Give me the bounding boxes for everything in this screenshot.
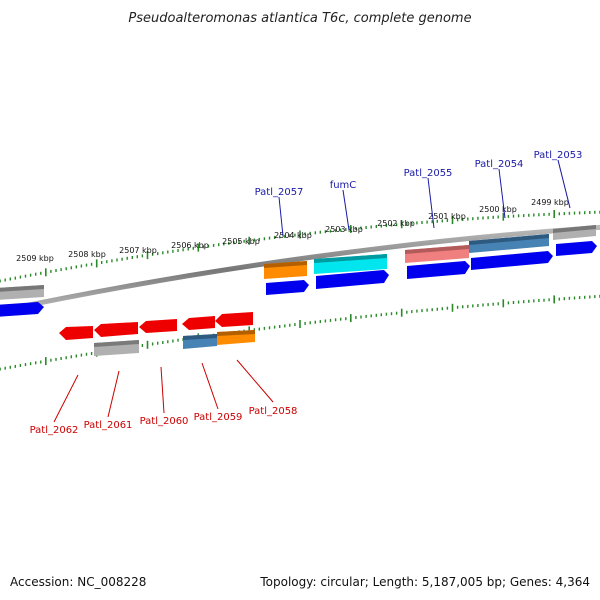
gene-leader-line (557, 159, 571, 209)
gene-leader-line (236, 359, 274, 403)
ruler-label: 2503 kbp (325, 225, 363, 234)
gene-label-patl-2062: Patl_2062 (30, 425, 79, 436)
gene-label-patl-2058: Patl_2058 (249, 406, 298, 417)
feature-block-edge (0, 285, 44, 292)
cds-arrow (139, 319, 177, 333)
cds-arrow (556, 241, 597, 256)
cds-arrow (215, 312, 253, 327)
feature-block-edge (469, 234, 549, 245)
gene-label-patl-2060: Patl_2060 (140, 416, 189, 427)
forward-gene-labels: Patl_2057 fumC Patl_2055 Patl_2054 Patl_… (255, 150, 583, 237)
ruler-label: 2500 kbp (479, 205, 517, 214)
gene-label-patl-2053: Patl_2053 (534, 150, 583, 161)
cds-arrow (59, 326, 93, 340)
cds-arrow (94, 322, 138, 337)
feature-block-edge (264, 261, 307, 268)
ruler-label: 2508 kbp (68, 250, 106, 259)
feature-block-edge (553, 225, 596, 233)
gene-label-fumc: fumC (330, 180, 357, 191)
feature-block-edge (217, 330, 255, 336)
feature-block-edge (405, 245, 469, 254)
ruler-label: 2502 kbp (377, 219, 415, 228)
gene-leader-line (342, 189, 350, 231)
cds-track-reverse (59, 312, 253, 340)
genome-backbone (0, 224, 600, 314)
feature-block-edge (314, 254, 387, 263)
gene-leader-line (278, 196, 284, 237)
feature-block-edge (183, 334, 217, 340)
ruler-labels: 2509 kbp 2508 kbp 2507 kbp 2506 kbp 2505… (16, 198, 569, 263)
ruler-label: 2506 kbp (171, 241, 209, 250)
ruler-label: 2507 kbp (119, 246, 157, 255)
gene-leader-line (201, 362, 219, 410)
gene-leader-line (498, 168, 506, 219)
feature-track-lower (94, 330, 255, 356)
gene-label-patl-2057: Patl_2057 (255, 187, 304, 198)
gene-leader-line (107, 370, 120, 418)
map-title: Pseudoalteromonas atlantica T6c, complet… (128, 11, 471, 26)
reverse-gene-labels: Patl_2062 Patl_2061 Patl_2060 Patl_2059 … (30, 359, 298, 436)
feature-track-upper (0, 225, 596, 300)
gene-label-patl-2061: Patl_2061 (84, 420, 133, 431)
gene-leader-line (160, 366, 165, 414)
gene-label-patl-2054: Patl_2054 (475, 159, 524, 170)
genome-summary-text: Topology: circular; Length: 5,187,005 bp… (259, 575, 590, 589)
ruler-label: 2504 kbp (274, 231, 312, 240)
ruler-label: 2509 kbp (16, 254, 54, 263)
gene-leader-line (427, 177, 435, 229)
ruler-label: 2501 kbp (428, 212, 466, 221)
cds-arrow (182, 316, 215, 330)
cds-arrow (0, 302, 44, 317)
feature-block-edge (94, 340, 139, 347)
cds-arrow (316, 270, 389, 289)
gene-leader-line (53, 374, 79, 423)
cds-arrow (407, 261, 470, 279)
ruler-label: 2505 kbp (222, 237, 260, 246)
ruler-label: 2499 kbp (531, 198, 569, 207)
accession-text: Accession: NC_008228 (10, 575, 146, 589)
cds-arrow (471, 251, 553, 270)
gene-label-patl-2059: Patl_2059 (194, 412, 243, 423)
gene-label-patl-2055: Patl_2055 (404, 168, 453, 179)
cds-arrow (266, 280, 309, 295)
cds-track-forward (0, 241, 597, 317)
